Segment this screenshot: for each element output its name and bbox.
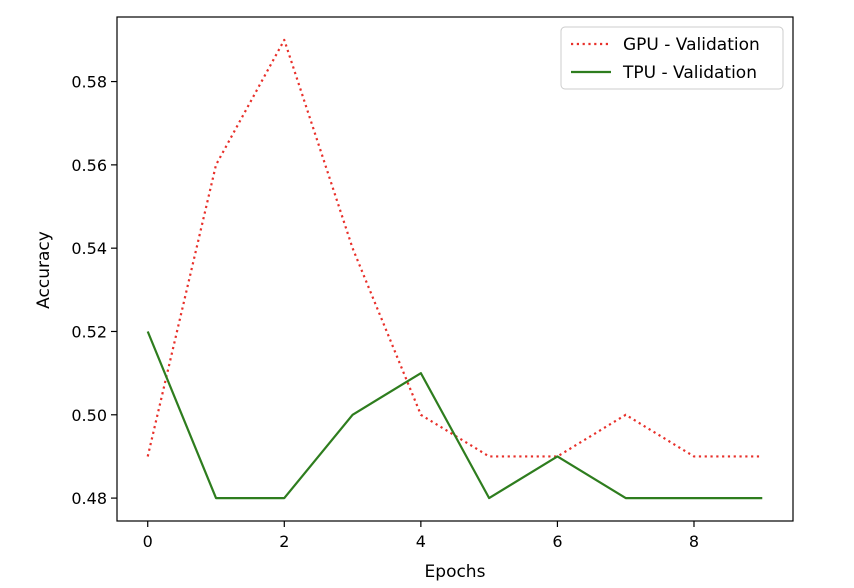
x-tick-label: 2 — [279, 532, 289, 551]
y-tick-label: 0.54 — [71, 239, 107, 258]
y-axis-ticks: 0.48 0.50 0.52 0.54 0.56 0.58 — [71, 73, 117, 508]
x-tick-label: 6 — [552, 532, 562, 551]
legend-box — [560, 26, 784, 90]
x-axis-label: Epochs — [425, 562, 486, 582]
legend-label-tpu: TPU - Validation — [622, 63, 757, 83]
y-tick-label: 0.50 — [71, 406, 107, 425]
legend-label-gpu: GPU - Validation — [623, 35, 760, 55]
series-line-gpu — [146, 38, 763, 458]
series-layer — [146, 38, 763, 500]
x-tick-label: 0 — [143, 532, 153, 551]
y-tick-label: 0.48 — [71, 489, 107, 508]
y-axis-label: Accuracy — [34, 231, 54, 309]
series-line-tpu — [146, 331, 763, 500]
axes-frame — [116, 16, 794, 522]
x-axis-ticks: 0 2 4 6 8 — [143, 521, 699, 551]
y-tick-label: 0.58 — [71, 73, 107, 92]
x-tick-label: 4 — [416, 532, 426, 551]
y-tick-label: 0.52 — [71, 322, 107, 341]
plot-area — [116, 16, 794, 522]
x-tick-label: 8 — [689, 532, 699, 551]
y-tick-label: 0.56 — [71, 156, 107, 175]
legend: GPU - Validation TPU - Validation — [560, 26, 784, 90]
